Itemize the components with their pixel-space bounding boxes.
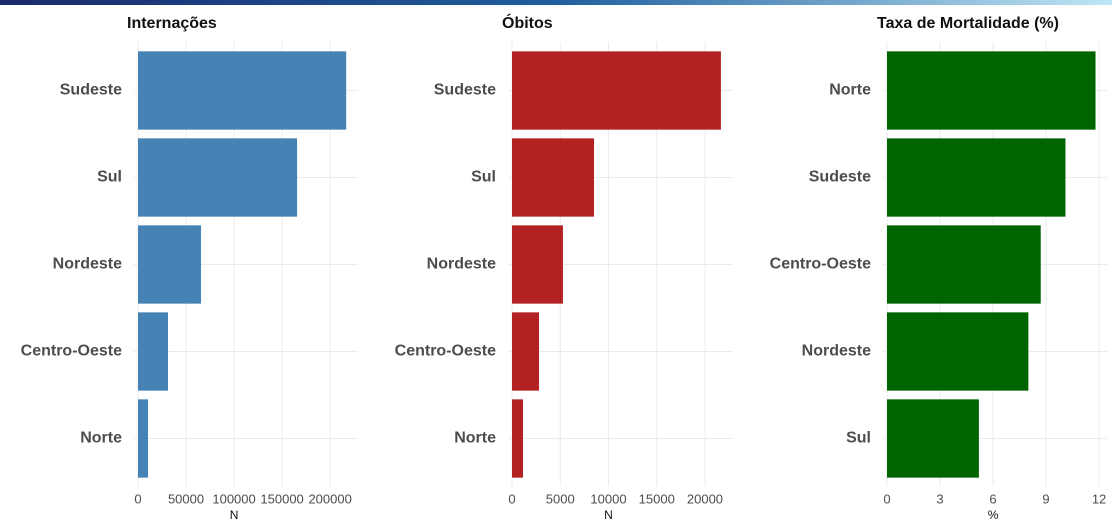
y-tick-label: Sul (97, 169, 122, 186)
y-tick-label: Centro-Oeste (770, 256, 871, 273)
x-tick-label: 10000 (590, 491, 626, 506)
top-strip (0, 0, 1112, 5)
y-tick-label: Nordeste (53, 256, 122, 273)
x-tick-label: 15000 (639, 491, 675, 506)
bar (138, 225, 202, 304)
bar (887, 399, 979, 478)
bar (512, 312, 540, 391)
bar (138, 399, 148, 478)
x-tick-label: 3 (936, 491, 943, 506)
x-tick-label: 50000 (168, 491, 204, 506)
panel-title: Óbitos (502, 13, 553, 32)
bar (887, 138, 1066, 217)
x-axis-title: N (604, 508, 613, 522)
bar (138, 51, 347, 130)
panel-title: Taxa de Mortalidade (%) (877, 15, 1059, 32)
y-tick-label: Sudeste (809, 169, 871, 186)
x-axis-title: % (988, 508, 999, 522)
bar (887, 51, 1096, 130)
y-tick-label: Centro-Oeste (21, 343, 122, 360)
x-tick-label: 20000 (687, 491, 723, 506)
x-tick-label: 9 (1042, 491, 1049, 506)
x-tick-label: 5000 (546, 491, 575, 506)
x-tick-label: 100000 (212, 491, 255, 506)
y-tick-label: Sudeste (434, 82, 496, 99)
x-tick-label: 200000 (308, 491, 351, 506)
panel-title: Internações (127, 15, 217, 32)
y-tick-label: Sudeste (60, 82, 122, 99)
y-tick-label: Norte (80, 430, 122, 447)
bar (512, 225, 563, 304)
bar (512, 51, 721, 130)
y-tick-label: Sul (846, 430, 871, 447)
y-tick-label: Centro-Oeste (395, 343, 496, 360)
bar (138, 138, 298, 217)
bar (887, 312, 1029, 391)
x-tick-label: 150000 (260, 491, 303, 506)
x-axis-title: N (230, 508, 239, 522)
bar (512, 138, 595, 217)
bar (138, 312, 169, 391)
x-tick-label: 0 (508, 491, 515, 506)
y-tick-label: Norte (454, 430, 496, 447)
y-tick-label: Sul (471, 169, 496, 186)
x-tick-label: 0 (134, 491, 141, 506)
y-tick-label: Nordeste (802, 343, 871, 360)
bar (887, 225, 1041, 304)
bar (512, 399, 523, 478)
x-tick-label: 0 (883, 491, 890, 506)
y-tick-label: Norte (829, 82, 871, 99)
x-tick-label: 12 (1092, 491, 1106, 506)
x-tick-label: 6 (989, 491, 996, 506)
y-tick-label: Nordeste (427, 256, 496, 273)
